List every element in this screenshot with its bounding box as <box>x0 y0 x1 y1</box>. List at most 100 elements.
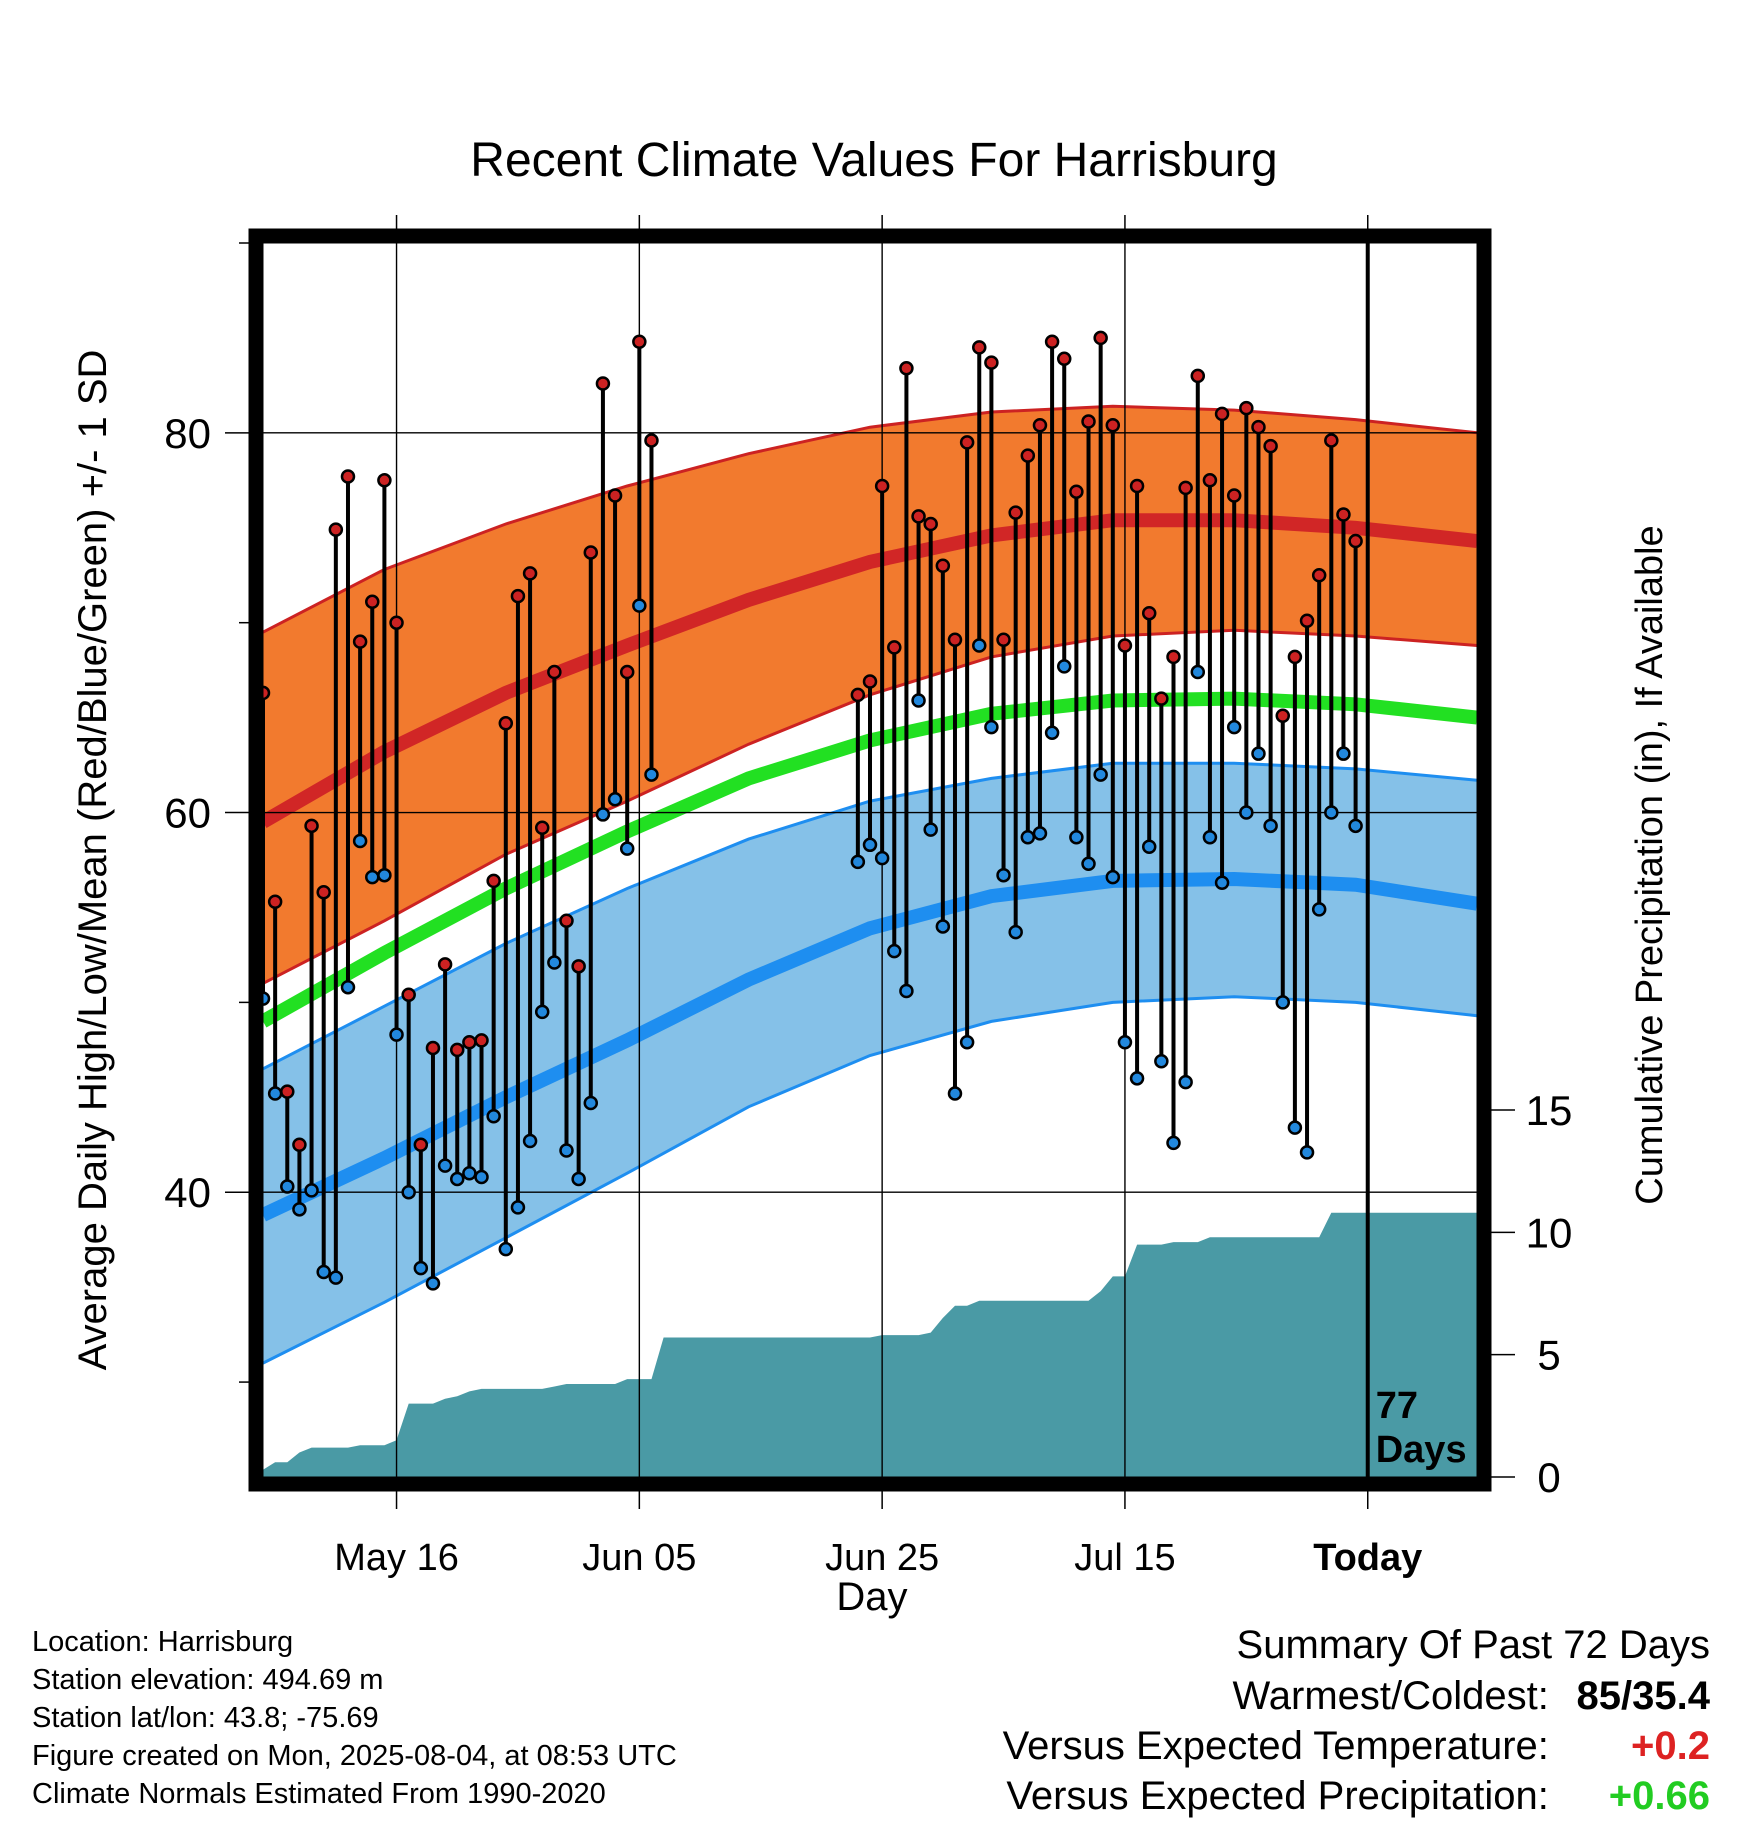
daily-low-point <box>644 767 659 782</box>
daily-low-point <box>935 919 951 934</box>
station-info: Location: Harrisburg Station elevation: … <box>32 1623 677 1813</box>
precip-label: Versus Expected Precipitation: <box>1006 1774 1549 1818</box>
daily-high-point <box>1336 507 1351 522</box>
temp-label: Versus Expected Temperature: <box>1002 1724 1549 1768</box>
daily-high-point <box>401 987 416 1003</box>
y2-tick-label: 15 <box>1526 1087 1573 1134</box>
daily-low-point <box>267 1086 283 1101</box>
daily-high-point <box>1117 638 1133 653</box>
daily-low-point <box>571 1171 586 1187</box>
daily-high-point <box>267 894 283 910</box>
daily-high-point <box>984 355 999 370</box>
daily-high-point <box>595 376 611 391</box>
chart-title: Recent Climate Values For Harrisburg <box>470 134 1277 187</box>
daily-high-point <box>1081 414 1096 429</box>
daily-low-point <box>874 850 890 866</box>
daily-high-point <box>619 664 635 680</box>
daily-low-point <box>316 1264 331 1280</box>
y2-tick-label: 5 <box>1537 1332 1560 1379</box>
daily-high-point <box>935 558 951 573</box>
daily-low-point <box>1093 767 1108 782</box>
daily-low-point <box>522 1133 538 1149</box>
summary-panel: Summary Of Past 72 Days Warmest/Coldest:… <box>950 1619 1710 1821</box>
daily-high-point <box>996 632 1011 648</box>
daily-high-point <box>1069 484 1084 499</box>
y2-tick-label: 10 <box>1526 1209 1573 1256</box>
x-tick-label: Today <box>1313 1537 1422 1579</box>
daily-high-point <box>947 632 963 648</box>
temp-value: +0.2 <box>1631 1724 1710 1768</box>
high-sd-band <box>263 406 1477 984</box>
today-days-count: 77 <box>1376 1385 1418 1427</box>
daily-low-point <box>1202 829 1218 845</box>
daily-low-point <box>292 1202 307 1217</box>
x-tick-label: Jul 15 <box>1074 1537 1175 1579</box>
daily-high-point <box>911 509 926 524</box>
daily-high-point <box>1190 368 1206 384</box>
daily-high-point <box>1202 473 1218 488</box>
daily-high-point <box>304 818 319 834</box>
daily-low-point <box>1239 805 1254 820</box>
summary-heading: Summary Of Past 72 Days <box>1236 1623 1710 1667</box>
created-text: Figure created on Mon, 2025-08-04, at 08… <box>32 1740 677 1772</box>
daily-low-point <box>887 943 902 959</box>
daily-low-point <box>547 955 562 970</box>
daily-high-point <box>862 674 878 689</box>
warm-cold-value: 85/35.4 <box>1576 1674 1710 1718</box>
daily-low-point <box>947 1086 963 1101</box>
daily-low-point <box>583 1095 599 1111</box>
daily-low-point <box>632 598 647 613</box>
daily-low-point <box>1214 875 1230 891</box>
daily-high-point <box>571 959 586 974</box>
daily-high-point <box>1239 400 1254 416</box>
daily-low-point <box>1166 1135 1181 1151</box>
daily-low-point <box>534 1004 550 1020</box>
y-axis-label: Average Daily High/Low/Mean (Red/Blue/Gr… <box>71 350 115 1371</box>
daily-low-point <box>462 1165 477 1181</box>
high-upper-line <box>262 404 1478 634</box>
y-tick-label: 40 <box>164 1169 211 1216</box>
daily-high-point <box>1299 613 1315 629</box>
daily-high-point <box>887 640 902 655</box>
daily-low-point <box>389 1027 404 1042</box>
daily-low-point <box>437 1158 453 1173</box>
daily-high-point <box>280 1084 295 1099</box>
daily-high-point <box>547 664 562 680</box>
x-tick-label: May 16 <box>334 1537 459 1579</box>
daily-high-point <box>534 820 550 835</box>
daily-high-point <box>365 594 380 610</box>
daily-high-point <box>1166 649 1181 665</box>
daily-low-point <box>425 1276 441 1291</box>
daily-low-point <box>1008 924 1023 940</box>
daily-low-point <box>1226 719 1242 735</box>
y2-tick-label: 0 <box>1537 1454 1560 1501</box>
y-tick-label: 80 <box>164 410 211 457</box>
today-days-word: Days <box>1376 1429 1467 1471</box>
y-tick-label: 60 <box>164 790 211 837</box>
daily-high-point <box>437 957 453 972</box>
latlon-text: Station lat/lon: 43.8; -75.69 <box>32 1702 379 1734</box>
daily-high-point <box>1275 708 1291 723</box>
daily-high-point <box>352 634 368 649</box>
plot-frame <box>248 228 1492 1492</box>
daily-low-point <box>1190 664 1206 680</box>
normal-high-line <box>259 513 1478 829</box>
normals-text: Climate Normals Estimated From 1990-2020 <box>32 1778 606 1810</box>
y2-axis-label: Cumulative Precipitation (in), If Availa… <box>1629 525 1671 1204</box>
daily-low-point <box>984 719 999 735</box>
daily-low-point <box>559 1143 574 1158</box>
daily-low-point <box>510 1200 526 1215</box>
daily-low-point <box>1336 746 1351 761</box>
daily-low-point <box>1020 829 1036 845</box>
daily-high-point <box>850 687 866 703</box>
daily-low-point <box>474 1169 489 1185</box>
daily-low-point <box>899 983 914 999</box>
daily-high-point <box>959 435 975 450</box>
daily-high-point <box>1178 480 1193 496</box>
daily-high-point <box>559 913 574 929</box>
daily-low-point <box>911 693 926 708</box>
daily-low-point <box>862 837 878 853</box>
precip-value: +0.66 <box>1608 1774 1710 1818</box>
daily-high-point <box>377 473 392 488</box>
temp-row: Versus Expected Temperature: +0.2 <box>950 1721 1710 1771</box>
